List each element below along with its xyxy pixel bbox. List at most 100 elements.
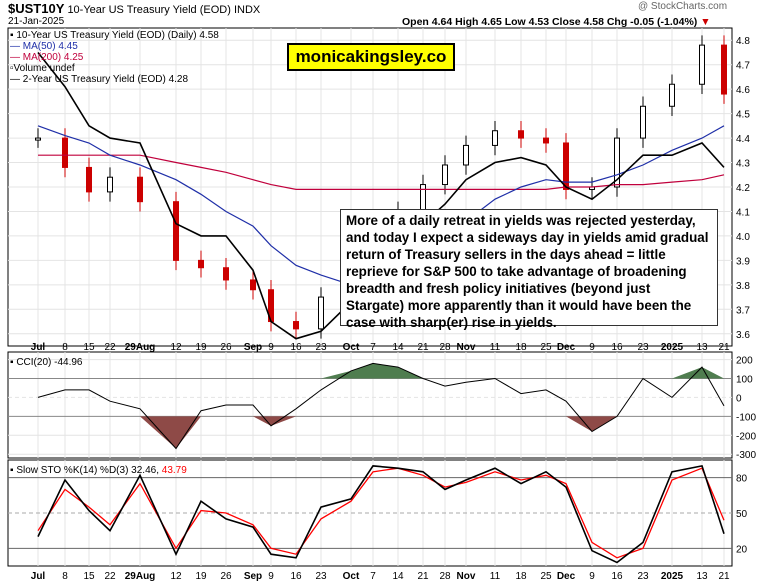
price-tick-label-7: 4.1: [736, 207, 750, 218]
legend-sto-text: Slow STO %K(14) %D(3) 32.46,: [16, 465, 159, 476]
annotation-box: More of a daily retreat in yields was re…: [340, 209, 718, 330]
x-tick-label-0-27: 21: [718, 342, 730, 353]
candle-body-3: [107, 176, 113, 193]
legend-ma200: — MA(200) 4.25: [10, 52, 84, 63]
candle-body-0: [35, 137, 41, 141]
x-tick-label-1-24: 23: [637, 571, 649, 582]
x-tick-label-0-16: 28: [439, 342, 451, 353]
x-tick-label-0-4: 29Aug: [125, 342, 156, 353]
x-tick-label-1-12: Oct: [343, 571, 360, 582]
legend-sto-d-value: 43.79: [161, 465, 187, 476]
x-tick-label-0-14: 14: [392, 342, 404, 353]
cci-line: [37, 362, 725, 450]
change-down-icon: ▼: [700, 16, 711, 28]
ma200-line: [38, 154, 725, 190]
cci-tick-label-4: -200: [736, 431, 756, 442]
x-tick-label-1-6: 19: [195, 571, 207, 582]
ohlc-summary: Open 4.64 High 4.65 Low 4.53 Close 4.58 …: [402, 16, 711, 28]
x-tick-label-1-3: 22: [104, 571, 116, 582]
main-panel-legend: ▪ 10-Year US Treasury Yield (EOD) (Daily…: [10, 30, 219, 85]
x-tick-label-0-25: 2025: [661, 342, 684, 353]
cci-pos-fill-14: [373, 363, 398, 379]
price-tick-label-3: 4.5: [736, 110, 750, 121]
x-tick-label-0-5: 12: [170, 342, 182, 353]
exchange-label: INDX: [233, 4, 261, 16]
x-tick-label-1-17: Nov: [457, 571, 476, 582]
ticker-symbol: $UST10Y: [8, 1, 65, 16]
cci-neg-fill-22: [566, 416, 592, 432]
chart-header: $UST10Y 10-Year US Treasury Yield (EOD) …: [8, 1, 260, 16]
x-tick-label-1-14: 14: [392, 571, 404, 582]
x-tick-label-1-2: 15: [83, 571, 95, 582]
legend-two-year-text: 2-Year US Treasury Yield (EOD) 4.28: [22, 74, 189, 85]
legend-ma200-text: MA(200) 4.25: [22, 52, 84, 63]
cci-pos-fill-27: [702, 367, 724, 379]
price-tick-label-5: 4.3: [736, 159, 750, 170]
x-tick-label-1-10: 16: [290, 571, 302, 582]
x-tick-label-0-23: 16: [611, 342, 623, 353]
cci-neg-fill-5: [140, 416, 176, 449]
x-tick-label-1-23: 16: [611, 571, 623, 582]
price-tick-label-12: 3.6: [736, 330, 750, 341]
x-tick-label-0-10: 16: [290, 342, 302, 353]
legend-volume-text: Volume undef: [13, 63, 75, 74]
sto-k-line: [37, 464, 725, 564]
candle-body-7: [223, 267, 229, 281]
candle-body-21: [563, 142, 569, 190]
x-tick-label-1-9: 9: [268, 571, 274, 582]
legend-cci-text: CCI(20) -44.96: [16, 357, 83, 368]
candle-body-15: [420, 184, 426, 212]
x-tick-label-0-8: Sep: [244, 342, 262, 353]
x-tick-label-1-19: 18: [515, 571, 527, 582]
copyright-label: @ StockCharts.com: [638, 1, 728, 12]
x-tick-label-1-5: 12: [170, 571, 182, 582]
candle-body-16: [442, 164, 448, 186]
x-tick-label-1-13: 7: [370, 571, 376, 582]
x-tick-label-0-15: 21: [417, 342, 429, 353]
x-tick-label-0-9: 9: [268, 342, 274, 353]
x-tick-label-1-20: 25: [540, 571, 552, 582]
x-tick-label-1-15: 21: [417, 571, 429, 582]
legend-main-text: 10-Year US Treasury Yield (EOD) (Daily) …: [16, 30, 219, 41]
cci-tick-label-3: -100: [736, 412, 756, 423]
legend-ma50-text: MA(50) 4.45: [22, 41, 78, 52]
x-tick-label-1-25: 2025: [661, 571, 684, 582]
x-tick-label-0-0: Jul: [31, 342, 46, 353]
candle-body-24: [640, 105, 646, 139]
price-tick-label-2: 4.6: [736, 85, 750, 96]
x-tick-label-1-0: Jul: [31, 571, 46, 582]
x-tick-label-1-26: 13: [696, 571, 708, 582]
x-tick-label-1-22: 9: [589, 571, 595, 582]
candle-body-11: [318, 296, 324, 330]
legend-main: ▪ 10-Year US Treasury Yield (EOD) (Daily…: [10, 30, 219, 41]
price-tick-label-6: 4.2: [736, 183, 750, 194]
x-tick-label-1-4: 29Aug: [125, 571, 156, 582]
price-tick-label-8: 4.0: [736, 232, 750, 243]
x-tick-label-0-22: 9: [589, 342, 595, 353]
cci-neg-fill-9: [253, 416, 271, 426]
candle-body-8: [250, 279, 256, 291]
legend-volume: ▫Volume undef: [10, 63, 75, 74]
x-tick-label-0-12: Oct: [343, 342, 360, 353]
price-tick-label-11: 3.7: [736, 305, 750, 316]
x-tick-label-1-18: 11: [490, 571, 501, 582]
x-tick-label-0-19: 18: [515, 342, 527, 353]
x-tick-label-0-18: 11: [490, 342, 501, 353]
x-tick-label-0-2: 15: [83, 342, 95, 353]
legend-two-year: — 2-Year US Treasury Yield (EOD) 4.28: [10, 74, 189, 85]
x-tick-label-0-21: Dec: [557, 342, 576, 353]
cci-neg-fill-6: [176, 416, 201, 449]
cci-pos-fill-12: [321, 370, 351, 379]
candle-body-1: [62, 137, 68, 168]
price-tick-label-10: 3.8: [736, 281, 750, 292]
x-tick-label-0-20: 25: [540, 342, 552, 353]
cci-legend: ▪ CCI(20) -44.96: [10, 357, 82, 368]
cci-pos-fill-13: [351, 363, 373, 379]
candle-body-20: [543, 137, 549, 144]
candle-body-4: [137, 176, 143, 203]
chart-date: 21-Jan-2025: [8, 16, 65, 27]
candle-body-6: [198, 259, 204, 269]
x-tick-label-0-1: 8: [62, 342, 68, 353]
cci-tick-label-5: -300: [736, 450, 756, 461]
